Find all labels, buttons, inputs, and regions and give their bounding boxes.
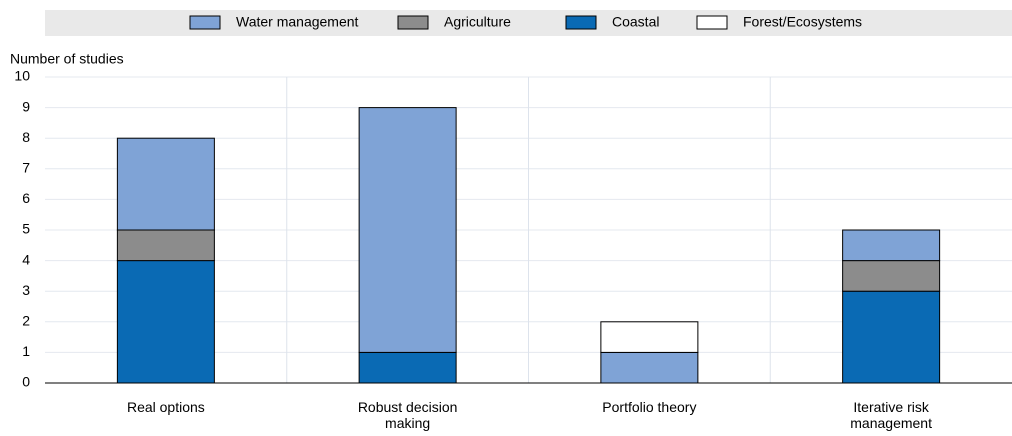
bar-segment xyxy=(116,260,215,384)
legend-swatch xyxy=(565,15,597,30)
bar-segment xyxy=(600,321,699,353)
y-tick-label: 8 xyxy=(22,129,30,145)
legend-label: Forest/Ecosystems xyxy=(743,14,862,30)
y-tick-label: 7 xyxy=(22,160,30,176)
y-tick-label: 10 xyxy=(14,68,30,84)
bar-segment xyxy=(600,351,699,384)
x-tick-label: Portfolio theory xyxy=(602,399,697,415)
legend-swatch xyxy=(189,15,221,30)
legend-swatch xyxy=(696,15,728,30)
x-tick-label: Robust decision making xyxy=(357,399,458,431)
x-tick-label: Iterative risk management xyxy=(850,399,932,431)
bar-segment xyxy=(842,290,941,384)
y-tick-label: 1 xyxy=(22,343,30,359)
legend-label: Coastal xyxy=(612,14,659,30)
y-tick-label: 6 xyxy=(22,190,30,206)
bar-segment xyxy=(358,107,457,353)
y-tick-label: 0 xyxy=(22,374,30,390)
legend-swatch xyxy=(397,15,429,30)
bar-segment xyxy=(116,137,215,231)
y-tick-label: 2 xyxy=(22,313,30,329)
y-tick-label: 5 xyxy=(22,221,30,237)
y-tick-label: 4 xyxy=(22,251,30,267)
bar-segment xyxy=(358,351,457,384)
bar-segment xyxy=(116,229,215,262)
legend-label: Agriculture xyxy=(444,14,511,30)
y-tick-label: 3 xyxy=(22,282,30,298)
x-tick-label: Real options xyxy=(126,399,205,415)
bar-segment xyxy=(842,229,941,262)
y-tick-label: 9 xyxy=(22,98,30,114)
legend-label: Water management xyxy=(236,14,359,30)
y-axis-label: Number of studies xyxy=(10,51,124,67)
bar-segment xyxy=(842,260,941,292)
